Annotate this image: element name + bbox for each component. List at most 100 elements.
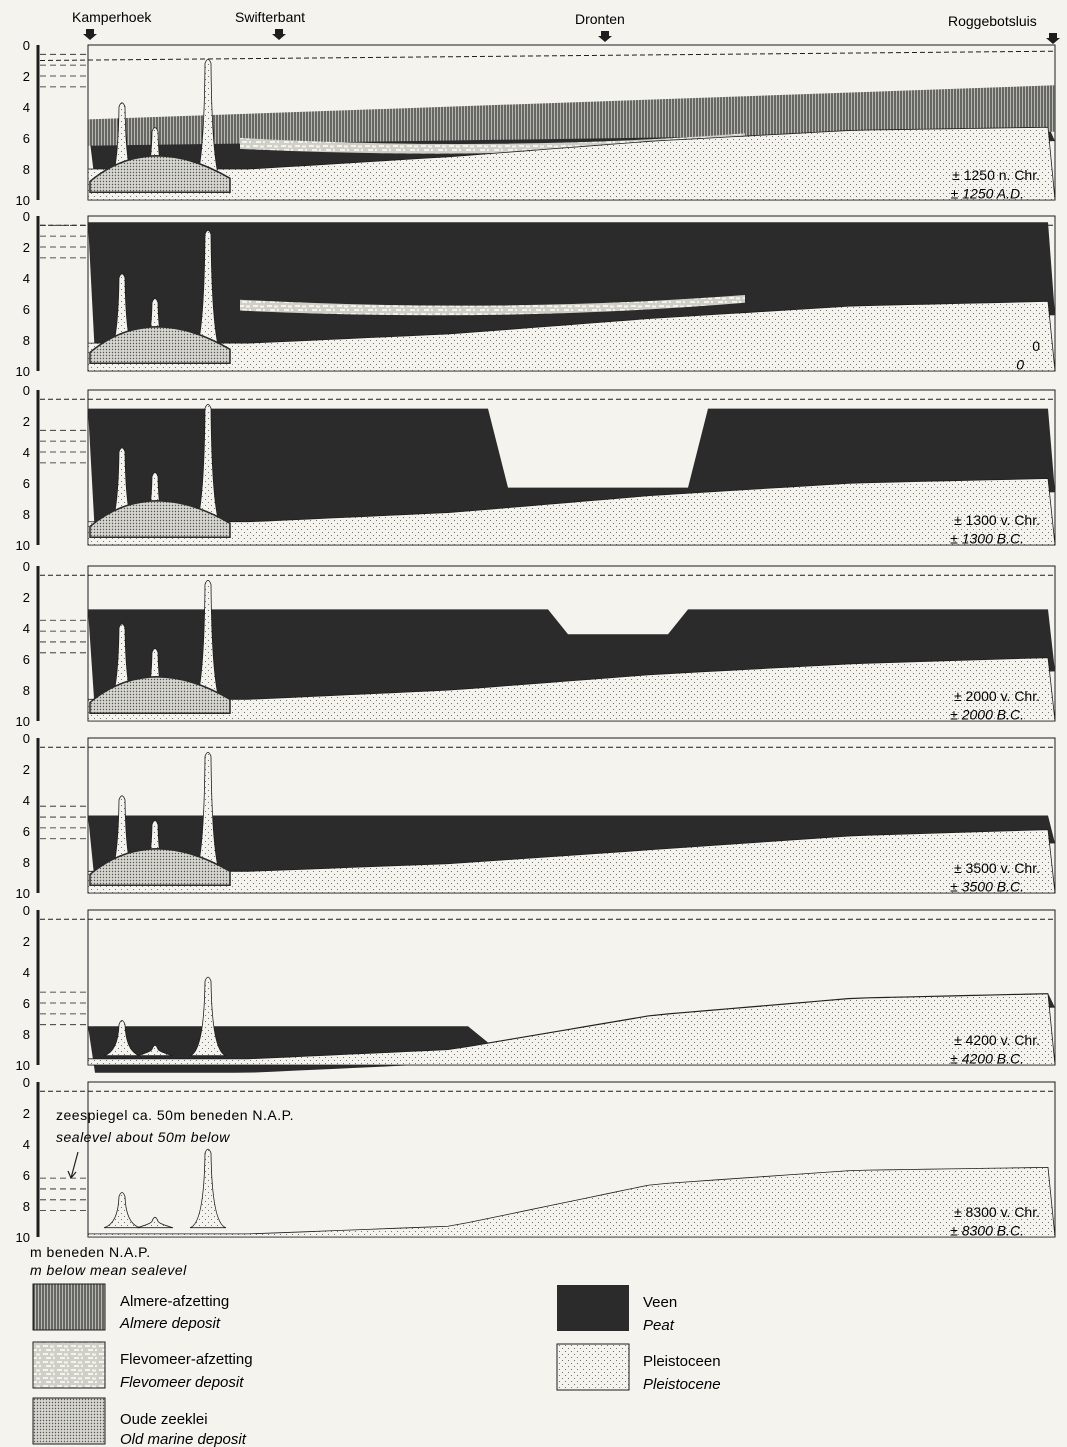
depth-tick-label: 4 — [23, 445, 30, 460]
period-label-nl: ± 1250 n. Chr. — [952, 167, 1040, 183]
arrow-down-icon — [598, 31, 612, 42]
depth-tick-label: 2 — [23, 414, 30, 429]
section-panel-5: 0 2 4 6 8 10 ± 3500 v. Chr. ± 3500 B.C. — [16, 731, 1056, 901]
legend-label-almere-nl: Almere-afzetting — [120, 1293, 229, 1310]
depth-tick-label: 0 — [23, 903, 30, 918]
depth-tick-label: 6 — [23, 1168, 30, 1183]
place-label-swifterbant: Swifterbant — [235, 9, 305, 25]
place-arrows — [83, 29, 1060, 44]
pleistocene-layer — [87, 993, 1056, 1066]
depth-tick-label: 2 — [23, 1106, 30, 1121]
arrow-down-icon — [83, 29, 97, 40]
depth-tick-label: 8 — [23, 507, 30, 522]
depth-tick-label: 2 — [23, 69, 30, 84]
depth-tick-label: 6 — [23, 131, 30, 146]
section-panel-3: 0 2 4 6 8 10 ± 1300 v. Chr. ± 1300 B.C. — [16, 383, 1056, 553]
dune-peak — [136, 1044, 174, 1057]
depth-tick-label: 2 — [23, 240, 30, 255]
place-label-dronten: Dronten — [575, 11, 625, 27]
legend-swatch-pleistocene — [556, 1343, 630, 1391]
marine-deposit — [89, 848, 231, 886]
arrow-icon — [67, 1151, 79, 1179]
depth-tick-label: 8 — [23, 683, 30, 698]
period-label-nl: ± 3500 v. Chr. — [954, 860, 1040, 876]
period-label-nl: 0 — [1032, 338, 1040, 354]
period-label-nl: ± 1300 v. Chr. — [954, 512, 1040, 528]
peat-layer — [88, 222, 1055, 358]
depth-tick-label: 4 — [23, 100, 30, 115]
period-label-nl: ± 4200 v. Chr. — [954, 1032, 1040, 1048]
peat-layer — [88, 815, 1055, 886]
marine-deposit — [89, 155, 231, 193]
depth-tick-label: 2 — [23, 934, 30, 949]
pleistocene-layer — [87, 1166, 1056, 1238]
period-label-en: ± 4200 B.C. — [950, 1050, 1024, 1066]
depth-tick-label: 6 — [23, 476, 30, 491]
flevomeer-layer — [240, 295, 745, 316]
depth-tick-label: 2 — [23, 762, 30, 777]
depth-tick-label: 6 — [23, 824, 30, 839]
period-label-en: 0 — [1016, 356, 1024, 372]
legend-label-peat-nl: Veen — [643, 1294, 677, 1311]
legend-label-flevomeer-en: Flevomeer deposit — [120, 1374, 244, 1391]
marine-deposit — [89, 500, 231, 538]
legend-label-marine-nl: Oude zeeklei — [120, 1411, 208, 1428]
depth-tick-label: 10 — [16, 364, 30, 379]
period-label-en: ± 2000 B.C. — [950, 706, 1024, 722]
depth-tick-label: 10 — [16, 538, 30, 553]
place-label-kamperhoek: Kamperhoek — [72, 9, 152, 25]
depth-tick-label: 0 — [23, 559, 30, 574]
period-label-en: ± 1250 A.D. — [951, 185, 1024, 201]
depth-tick-label: 4 — [23, 965, 30, 980]
section-panel-6: 0 2 4 6 8 10 ± 4200 v. Chr. ± 4200 B.C. — [16, 903, 1056, 1073]
depth-tick-label: 4 — [23, 793, 30, 808]
dune-peak — [103, 1020, 141, 1057]
axis-label-nl: m beneden N.A.P. — [30, 1244, 151, 1260]
depth-tick-label: 4 — [23, 271, 30, 286]
legend-swatch-flevomeer — [32, 1341, 106, 1389]
depth-tick-label: 10 — [16, 886, 30, 901]
place-label-roggebotsluis: Roggebotsluis — [948, 13, 1037, 29]
pleistocene-layer — [87, 829, 1056, 894]
legend-swatch-marine — [32, 1397, 106, 1445]
peat-layer — [88, 408, 1055, 536]
legend-label-almere-en: Almere deposit — [119, 1315, 221, 1332]
section-panel-7: 0 2 4 6 8 10 ± 8300 v. Chr. ± 8300 B.C. — [16, 1075, 1056, 1245]
depth-tick-label: 6 — [23, 652, 30, 667]
place-labels: Kamperhoek Swifterbant Dronten Roggebots… — [72, 9, 1037, 29]
section-panel-4: 0 2 4 6 8 10 ± 2000 v. Chr. ± 2000 B.C. — [16, 559, 1056, 729]
sealevel-note-en: sealevel about 50m below — [56, 1129, 230, 1145]
dune-peak — [189, 976, 227, 1057]
dune-peak — [189, 1148, 227, 1229]
period-label-nl: ± 2000 v. Chr. — [954, 688, 1040, 704]
depth-tick-label: 8 — [23, 855, 30, 870]
dune-peak — [103, 1192, 141, 1229]
sealevel-line — [39, 50, 1056, 61]
pleistocene-layer — [87, 126, 1056, 201]
depth-tick-label: 10 — [16, 714, 30, 729]
depth-tick-label: 6 — [23, 302, 30, 317]
legend-label-peat-en: Peat — [643, 1317, 675, 1334]
depth-tick-label: 0 — [23, 1075, 30, 1090]
legend: Almere-afzetting Almere deposit Flevomee… — [32, 1283, 721, 1447]
depth-tick-label: 4 — [23, 621, 30, 636]
legend-label-flevomeer-nl: Flevomeer-afzetting — [120, 1351, 253, 1368]
legend-label-pleistocene-nl: Pleistoceen — [643, 1353, 721, 1370]
depth-tick-label: 0 — [23, 209, 30, 224]
pleistocene-layer — [87, 657, 1056, 722]
legend-label-pleistocene-en: Pleistocene — [643, 1376, 721, 1393]
depth-tick-label: 2 — [23, 590, 30, 605]
legend-swatch-almere — [32, 1283, 106, 1331]
depth-tick-label: 0 — [23, 731, 30, 746]
depth-tick-label: 4 — [23, 1137, 30, 1152]
depth-tick-label: 8 — [23, 162, 30, 177]
legend-label-marine-en: Old marine deposit — [120, 1431, 247, 1447]
depth-tick-label: 8 — [23, 1027, 30, 1042]
section-panel-1: 0 2 4 6 8 10 ± 1250 n. Chr. ± 1250 A.D. — [16, 38, 1056, 208]
sealevel-note-nl: zeespiegel ca. 50m beneden N.A.P. — [56, 1107, 294, 1123]
marine-deposit — [89, 326, 231, 364]
almere-layer — [88, 85, 1055, 146]
marine-deposit — [89, 676, 231, 714]
